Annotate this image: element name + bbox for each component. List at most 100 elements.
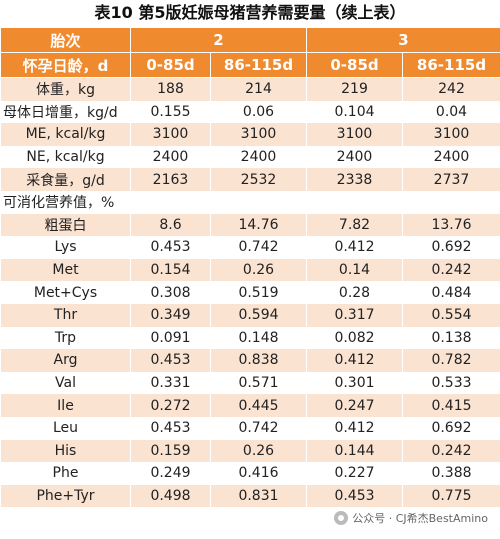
table-cell: 2400: [402, 145, 500, 169]
table-cell: 0.159: [130, 439, 211, 463]
parity-2-header: 2: [130, 27, 307, 53]
table-title: 表10 第5版妊娠母猪营养需要量（续上表）: [94, 3, 406, 22]
table-cell: 0.453: [130, 416, 211, 440]
table-cell: 0.484: [402, 281, 500, 304]
row-label: Phe+Tyr: [0, 484, 131, 508]
row-label: 可消化营养值，%: [0, 190, 131, 214]
table-row: Val 0.331 0.571 0.301 0.533: [0, 371, 500, 395]
gestation-label: 怀孕日龄，d: [0, 52, 131, 78]
table-cell: [210, 190, 307, 214]
table-cell: 0.26: [210, 439, 307, 463]
table-cell: 0.692: [402, 416, 500, 440]
table-row: Ile 0.272 0.445 0.247 0.415: [0, 394, 500, 417]
table-cell: 0.453: [130, 236, 211, 259]
table-body: 体重，kg 188 214 219 242 母体日增重，kg/d 0.155 0.06 0.10…: [0, 77, 500, 508]
table-cell: 0.242: [402, 439, 500, 463]
table-cell: [130, 190, 211, 214]
table-cell: 0.104: [306, 100, 403, 124]
row-label: NE, kcal/kg: [0, 145, 131, 169]
table-cell: 219: [306, 77, 403, 101]
row-label: Arg: [0, 349, 131, 372]
table-cell: 0.445: [210, 394, 307, 417]
table-cell: 0.519: [210, 281, 307, 304]
table-cell: 0.416: [210, 462, 307, 485]
table-cell: 0.14: [306, 258, 403, 282]
nutrient-requirements-table: 胎次 2 3 怀孕日龄，d 0-85d 86-115d 0-85d 86-115…: [0, 27, 500, 508]
table-cell: 0.415: [402, 394, 500, 417]
table-cell: 3100: [130, 123, 211, 146]
row-label: 粗蛋白: [0, 213, 131, 237]
row-label: Leu: [0, 416, 131, 440]
table-cell: 0.412: [306, 236, 403, 259]
table-cell: 7.82: [306, 213, 403, 237]
table-cell: 2338: [306, 168, 403, 191]
table-cell: 0.331: [130, 371, 211, 395]
parity-label: 胎次: [0, 27, 131, 53]
table-row: Phe 0.249 0.416 0.227 0.388: [0, 462, 500, 485]
table-cell: 3100: [210, 123, 307, 146]
table-cell: 0.349: [130, 303, 211, 327]
row-label: Val: [0, 371, 131, 395]
table-cell: 0.272: [130, 394, 211, 417]
table-row: 母体日增重，kg/d 0.155 0.06 0.104 0.04: [0, 100, 500, 124]
row-label: His: [0, 439, 131, 463]
table-cell: 0.412: [306, 349, 403, 372]
table-cell: [402, 190, 500, 214]
table-row: NE, kcal/kg 2400 2400 2400 2400: [0, 145, 500, 169]
table-cell: 3100: [402, 123, 500, 146]
table-cell: 0.091: [130, 326, 211, 350]
table-cell: 0.308: [130, 281, 211, 304]
table-cell: 0.301: [306, 371, 403, 395]
table-row: Trp 0.091 0.148 0.082 0.138: [0, 326, 500, 350]
period-header: 86-115d: [210, 52, 307, 78]
table-cell: 0.498: [130, 484, 211, 508]
period-header: 0-85d: [130, 52, 211, 78]
table-cell: 0.249: [130, 462, 211, 485]
table-cell: 0.227: [306, 462, 403, 485]
table-cell: 14.76: [210, 213, 307, 237]
table-row: ME, kcal/kg 3100 3100 3100 3100: [0, 123, 500, 146]
table-cell: 0.28: [306, 281, 403, 304]
table-cell: 0.775: [402, 484, 500, 508]
table-cell: 0.554: [402, 303, 500, 327]
table-row: 采食量，g/d 2163 2532 2338 2737: [0, 168, 500, 191]
table-cell: 2400: [130, 145, 211, 169]
table-row: Arg 0.453 0.838 0.412 0.782: [0, 349, 500, 372]
table-cell: 0.317: [306, 303, 403, 327]
table-cell: 0.144: [306, 439, 403, 463]
table-cell: 13.76: [402, 213, 500, 237]
parity-3-header: 3: [306, 27, 500, 53]
header-row-gestation: 怀孕日龄，d 0-85d 86-115d 0-85d 86-115d: [0, 52, 500, 78]
table-cell: 2737: [402, 168, 500, 191]
table-cell: 2400: [210, 145, 307, 169]
period-header: 86-115d: [402, 52, 500, 78]
row-label: ME, kcal/kg: [0, 123, 131, 146]
period-header: 0-85d: [306, 52, 403, 78]
table-cell: 0.453: [306, 484, 403, 508]
table-cell: 2532: [210, 168, 307, 191]
table-cell: 0.155: [130, 100, 211, 124]
table-row: 粗蛋白 8.6 14.76 7.82 13.76: [0, 213, 500, 237]
table-cell: 0.154: [130, 258, 211, 282]
table-cell: 0.533: [402, 371, 500, 395]
table-cell: 0.838: [210, 349, 307, 372]
table-cell: 0.388: [402, 462, 500, 485]
table-cell: 0.242: [402, 258, 500, 282]
row-label: 采食量，g/d: [0, 168, 131, 191]
table-cell: 188: [130, 77, 211, 101]
table-row: 体重，kg 188 214 219 242: [0, 77, 500, 101]
table-cell: [306, 190, 403, 214]
row-label: Ile: [0, 394, 131, 417]
row-label: Trp: [0, 326, 131, 350]
table-cell: 2163: [130, 168, 211, 191]
table-cell: 0.831: [210, 484, 307, 508]
table-row: Phe+Tyr 0.498 0.831 0.453 0.775: [0, 484, 500, 508]
row-label: Phe: [0, 462, 131, 485]
table-cell: 0.138: [402, 326, 500, 350]
wechat-icon: [334, 511, 349, 525]
table-row: Met 0.154 0.26 0.14 0.242: [0, 258, 500, 282]
table-cell: 0.247: [306, 394, 403, 417]
row-label: Thr: [0, 303, 131, 327]
table-cell: 242: [402, 77, 500, 101]
table-cell: 0.742: [210, 236, 307, 259]
